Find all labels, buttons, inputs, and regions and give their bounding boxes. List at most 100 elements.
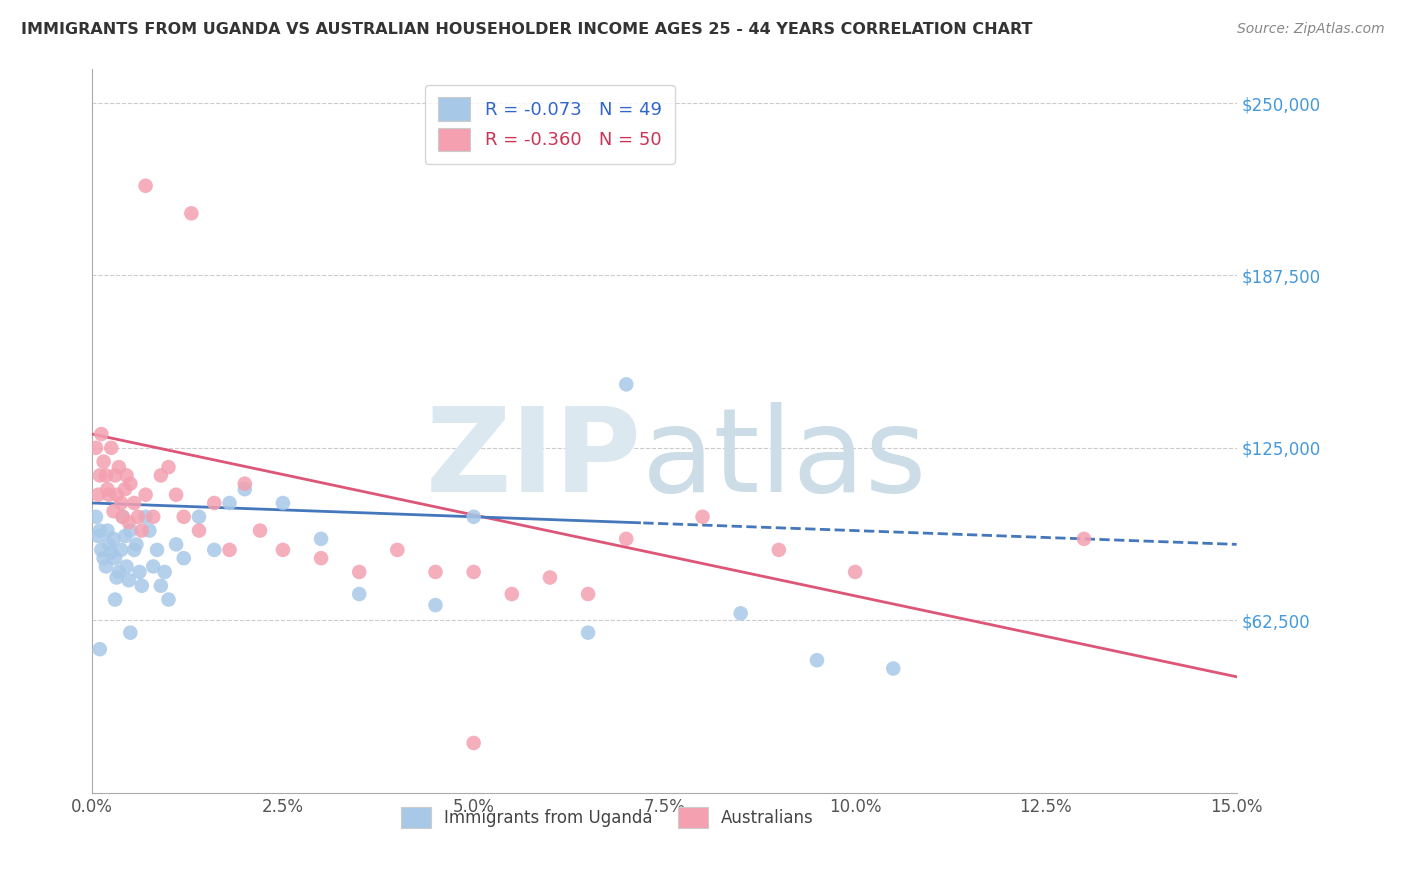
Point bbox=[538, 570, 561, 584]
Point bbox=[309, 551, 332, 566]
Point bbox=[425, 565, 447, 579]
Point bbox=[425, 598, 447, 612]
Point bbox=[844, 565, 866, 579]
Point bbox=[93, 455, 115, 469]
Point bbox=[108, 565, 131, 579]
Point bbox=[576, 625, 599, 640]
Point bbox=[692, 509, 714, 524]
Point bbox=[614, 532, 637, 546]
Point bbox=[115, 468, 138, 483]
Point bbox=[103, 532, 125, 546]
Point bbox=[89, 468, 111, 483]
Point bbox=[271, 496, 294, 510]
Point bbox=[1073, 532, 1095, 546]
Point bbox=[120, 524, 142, 538]
Point bbox=[463, 509, 485, 524]
Point bbox=[614, 377, 637, 392]
Point bbox=[97, 488, 120, 502]
Point bbox=[131, 524, 153, 538]
Point bbox=[89, 524, 111, 538]
Point bbox=[104, 468, 127, 483]
Text: Source: ZipAtlas.com: Source: ZipAtlas.com bbox=[1237, 22, 1385, 37]
Point bbox=[110, 496, 132, 510]
Point bbox=[131, 579, 153, 593]
Point bbox=[309, 532, 332, 546]
Point bbox=[100, 441, 122, 455]
Point bbox=[202, 542, 225, 557]
Point bbox=[105, 488, 128, 502]
Point bbox=[94, 559, 117, 574]
Point bbox=[104, 592, 127, 607]
Point bbox=[165, 488, 187, 502]
Point bbox=[142, 559, 165, 574]
Point bbox=[233, 482, 256, 496]
Point bbox=[347, 565, 370, 579]
Point bbox=[97, 537, 120, 551]
Point bbox=[122, 542, 145, 557]
Point bbox=[118, 573, 141, 587]
Point bbox=[218, 542, 240, 557]
Text: ZIP: ZIP bbox=[426, 402, 641, 517]
Point bbox=[84, 509, 107, 524]
Point bbox=[218, 496, 240, 510]
Point bbox=[202, 496, 225, 510]
Point bbox=[105, 570, 128, 584]
Point bbox=[127, 509, 149, 524]
Point bbox=[173, 551, 195, 566]
Point bbox=[730, 607, 752, 621]
Point bbox=[110, 542, 132, 557]
Point bbox=[122, 496, 145, 510]
Point bbox=[165, 537, 187, 551]
Point bbox=[188, 524, 211, 538]
Point bbox=[233, 476, 256, 491]
Point bbox=[115, 559, 138, 574]
Point bbox=[120, 625, 142, 640]
Point bbox=[157, 592, 180, 607]
Point bbox=[149, 468, 172, 483]
Point bbox=[173, 509, 195, 524]
Point bbox=[463, 736, 485, 750]
Point bbox=[96, 482, 118, 496]
Point bbox=[103, 504, 125, 518]
Text: atlas: atlas bbox=[641, 402, 927, 517]
Point bbox=[146, 542, 169, 557]
Point bbox=[87, 529, 110, 543]
Point bbox=[271, 542, 294, 557]
Point bbox=[149, 579, 172, 593]
Point bbox=[138, 524, 160, 538]
Point bbox=[157, 460, 180, 475]
Point bbox=[135, 178, 157, 193]
Point bbox=[387, 542, 409, 557]
Point bbox=[114, 529, 136, 543]
Point bbox=[104, 551, 127, 566]
Point bbox=[501, 587, 523, 601]
Point bbox=[89, 642, 111, 657]
Point bbox=[118, 516, 141, 530]
Point bbox=[347, 587, 370, 601]
Legend: Immigrants from Uganda, Australians: Immigrants from Uganda, Australians bbox=[394, 800, 820, 835]
Point bbox=[249, 524, 271, 538]
Text: IMMIGRANTS FROM UGANDA VS AUSTRALIAN HOUSEHOLDER INCOME AGES 25 - 44 YEARS CORRE: IMMIGRANTS FROM UGANDA VS AUSTRALIAN HOU… bbox=[21, 22, 1032, 37]
Point bbox=[100, 546, 122, 560]
Point bbox=[84, 441, 107, 455]
Point bbox=[111, 509, 134, 524]
Point bbox=[90, 542, 112, 557]
Point bbox=[882, 661, 904, 675]
Point bbox=[135, 509, 157, 524]
Point bbox=[128, 565, 150, 579]
Point bbox=[94, 468, 117, 483]
Point bbox=[90, 427, 112, 442]
Point bbox=[576, 587, 599, 601]
Point bbox=[111, 509, 134, 524]
Point bbox=[806, 653, 828, 667]
Point bbox=[120, 476, 142, 491]
Point bbox=[142, 509, 165, 524]
Point bbox=[153, 565, 176, 579]
Point bbox=[125, 537, 148, 551]
Point bbox=[135, 488, 157, 502]
Point bbox=[87, 488, 110, 502]
Point bbox=[93, 551, 115, 566]
Point bbox=[114, 482, 136, 496]
Point bbox=[96, 524, 118, 538]
Point bbox=[108, 460, 131, 475]
